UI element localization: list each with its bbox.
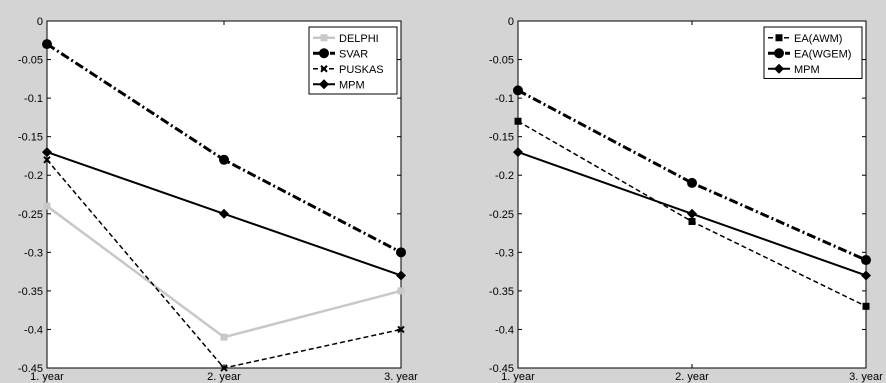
data-point-delphi: [397, 287, 405, 295]
legend-marker-delphi: [320, 34, 328, 42]
x-tick-label: 3. year: [384, 371, 418, 383]
y-tick-label: -0.05: [18, 55, 43, 67]
series-ea-awm: [514, 117, 870, 310]
data-point-delphi: [43, 202, 51, 210]
series-delphi: [43, 202, 405, 341]
series-ea-wgem: [513, 85, 871, 266]
y-tick-label: -0.4: [495, 324, 514, 336]
series-mpm: [513, 147, 871, 281]
y-tick-label: -0.35: [18, 286, 43, 298]
data-point-ea-awm: [688, 217, 696, 225]
y-tick-label: -0.45: [18, 363, 43, 375]
legend-label-mpm: MPM: [794, 64, 820, 76]
legend: EA(AWM) EA(WGEM) MPM: [763, 26, 863, 79]
y-tick-label: -0.15: [18, 132, 43, 144]
data-point-ea-awm: [514, 117, 522, 125]
data-point-puskas: [397, 325, 405, 334]
data-point-mpm: [396, 270, 406, 281]
y-tick-label: -0.25: [18, 209, 43, 221]
y-tick-label: -0.1: [495, 93, 514, 105]
y-tick-label: -0.1: [24, 93, 43, 105]
y-tick-label: -0.2: [24, 170, 43, 182]
legend-marker-ea-awm: [775, 34, 783, 42]
y-tick-label: -0.25: [489, 209, 514, 221]
y-tick-label: -0.05: [489, 55, 514, 67]
legend-label-delphi: DELPHI: [339, 33, 379, 45]
data-point-puskas: [220, 364, 228, 372]
data-point-mpm: [219, 208, 229, 219]
y-tick-label: -0.2: [495, 170, 514, 182]
series-puskas: [43, 156, 405, 372]
legend-label-mpm: MPM: [339, 79, 365, 91]
data-point-mpm: [861, 270, 871, 281]
legend-label-ea-wgem: EA(WGEM): [794, 48, 851, 60]
y-tick-label: -0.35: [489, 286, 514, 298]
y-tick-label: -0.4: [24, 324, 43, 336]
x-tick-label: 1. year: [501, 371, 535, 383]
data-point-svar: [219, 154, 229, 165]
data-point-mpm: [42, 147, 52, 158]
x-tick-label: 1. year: [30, 371, 64, 383]
y-tick-label: -0.3: [24, 247, 43, 259]
legend-label-ea-awm: EA(AWM): [794, 33, 842, 45]
data-point-ea-awm: [862, 302, 870, 310]
x-tick-label: 2. year: [207, 371, 241, 383]
legend-marker-mpm: [319, 79, 329, 90]
data-point-ea-wgem: [687, 177, 697, 188]
data-point-delphi: [220, 333, 228, 341]
data-point-mpm: [687, 208, 697, 219]
data-point-mpm: [513, 147, 523, 158]
x-tick-label: 2. year: [675, 371, 709, 383]
data-point-svar: [396, 247, 406, 258]
legend-label-svar: SVAR: [339, 48, 368, 60]
data-point-puskas: [43, 156, 51, 164]
legend: DELPHI SVAR PUSKAS MPM: [308, 26, 398, 95]
y-tick-label: -0.15: [489, 132, 514, 144]
series-mpm: [42, 147, 406, 281]
series-svar: [42, 39, 406, 258]
series-line-ea-wgem: [517, 89, 867, 262]
y-tick-label: -0.45: [489, 363, 514, 375]
y-tick-label: 0: [508, 16, 514, 28]
legend-marker-mpm: [774, 63, 784, 74]
x-tick-label: 3. year: [849, 371, 883, 383]
legend-marker-ea-wgem: [774, 48, 784, 59]
data-point-ea-wgem: [513, 85, 523, 96]
y-tick-label: -0.3: [495, 247, 514, 259]
legend-marker-puskas: [320, 65, 328, 73]
right-line-chart: 0 -0.05 -0.1 -0.15 -0.2 -0.25 -0.3 -0.35 -0.4 -0.…: [489, 16, 883, 383]
data-point-svar: [42, 39, 52, 50]
data-point-ea-wgem: [861, 255, 871, 266]
left-line-chart: 0 -0.05 -0.1 -0.15 -0.2 -0.25 -0.3 -0.35 -0.4 -0.…: [18, 16, 418, 383]
y-tick-label: 0: [37, 16, 43, 28]
legend-marker-svar: [319, 48, 329, 59]
legend-label-puskas: PUSKAS: [339, 64, 384, 76]
